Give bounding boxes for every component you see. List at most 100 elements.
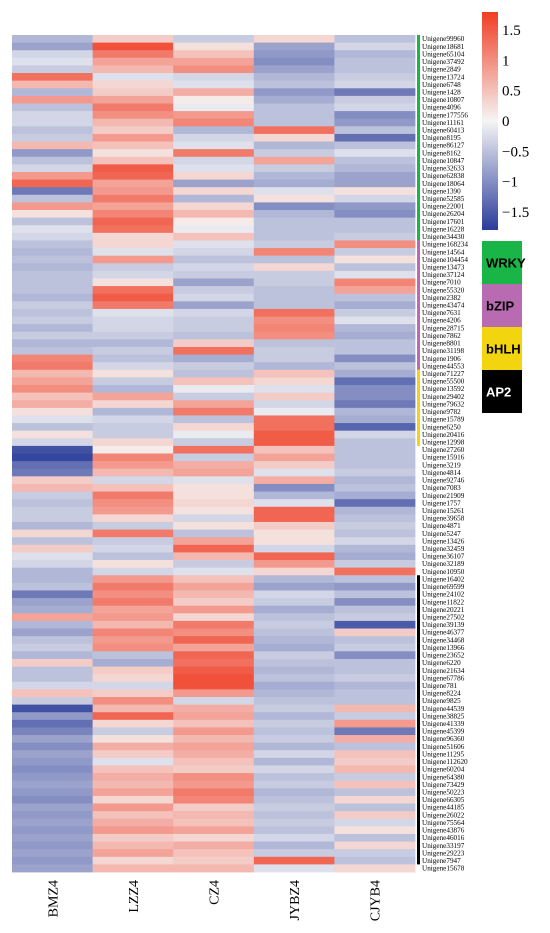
heatmap-cell bbox=[173, 346, 255, 355]
heatmap-cell bbox=[173, 750, 255, 759]
heatmap-cell bbox=[12, 696, 93, 705]
heatmap-cell bbox=[12, 780, 93, 789]
heatmap-cell bbox=[173, 141, 255, 150]
heatmap-cell bbox=[92, 149, 174, 158]
row-label: Unigene39139 bbox=[422, 621, 465, 629]
heatmap-cell bbox=[173, 286, 255, 295]
heatmap-cell bbox=[173, 385, 255, 394]
heatmap-cell bbox=[334, 636, 416, 645]
heatmap-cell bbox=[253, 430, 335, 439]
row-label: Unigene23652 bbox=[422, 652, 465, 660]
family-color-bars bbox=[417, 35, 420, 865]
row-label: Unigene46377 bbox=[422, 629, 465, 637]
heatmap-cell bbox=[253, 301, 335, 310]
heatmap-cell bbox=[92, 445, 174, 454]
heatmap-cell bbox=[334, 628, 416, 637]
heatmap-cell bbox=[92, 35, 174, 44]
heatmap-cell bbox=[173, 811, 255, 820]
heatmap-cell bbox=[173, 293, 255, 302]
row-label: Unigene18064 bbox=[422, 180, 465, 188]
heatmap-cell bbox=[173, 666, 255, 675]
row-label: Unigene65104 bbox=[422, 50, 465, 58]
heatmap-cell bbox=[253, 385, 335, 394]
heatmap-cell bbox=[92, 757, 174, 766]
heatmap-cell bbox=[92, 126, 174, 135]
heatmap-cell bbox=[334, 757, 416, 766]
heatmap-cell bbox=[173, 57, 255, 66]
heatmap-cell bbox=[92, 118, 174, 127]
row-label: Unigene37124 bbox=[422, 271, 465, 279]
heatmap-cell bbox=[12, 461, 93, 470]
heatmap-cell bbox=[173, 316, 255, 325]
heatmap-cell bbox=[253, 179, 335, 188]
heatmap-cell bbox=[173, 651, 255, 660]
legend-label-wrky: WRKY bbox=[486, 256, 526, 271]
heatmap-cell bbox=[253, 491, 335, 500]
heatmap-cell bbox=[12, 73, 93, 82]
heatmap-cell bbox=[173, 727, 255, 736]
heatmap-cell bbox=[92, 537, 174, 546]
heatmap-cell bbox=[12, 719, 93, 728]
heatmap-cell bbox=[173, 636, 255, 645]
heatmap-cell bbox=[253, 346, 335, 355]
heatmap-cell bbox=[12, 864, 93, 873]
heatmap-cell bbox=[253, 133, 335, 142]
heatmap-cell bbox=[253, 240, 335, 249]
heatmap-cell bbox=[173, 369, 255, 378]
heatmap-cell bbox=[92, 651, 174, 660]
heatmap-cell bbox=[92, 42, 174, 51]
heatmap-cell bbox=[173, 537, 255, 546]
colorbar-gradient bbox=[482, 12, 498, 230]
heatmap-cell bbox=[334, 537, 416, 546]
row-label: Unigene15789 bbox=[422, 416, 465, 424]
heatmap-cell bbox=[173, 575, 255, 584]
heatmap-cell bbox=[253, 590, 335, 599]
heatmap-cell bbox=[253, 194, 335, 203]
row-label: Unigene4871 bbox=[422, 522, 461, 530]
heatmap-cell bbox=[173, 841, 255, 850]
heatmap-cell bbox=[334, 598, 416, 607]
heatmap-cell bbox=[253, 407, 335, 416]
heatmap-cell bbox=[173, 301, 255, 310]
row-label: Unigene71227 bbox=[422, 370, 465, 378]
heatmap-cell bbox=[253, 605, 335, 614]
heatmap-cell bbox=[92, 499, 174, 508]
heatmap-cell bbox=[12, 521, 93, 530]
heatmap-cell bbox=[12, 803, 93, 812]
heatmap-cell bbox=[12, 324, 93, 333]
heatmap-cell bbox=[12, 171, 93, 180]
heatmap-cell bbox=[173, 620, 255, 629]
heatmap-cell bbox=[334, 674, 416, 683]
heatmap-cell bbox=[173, 423, 255, 432]
heatmap-cell bbox=[253, 666, 335, 675]
heatmap-cell bbox=[334, 65, 416, 74]
heatmap-cell bbox=[92, 841, 174, 850]
row-label: Unigene21634 bbox=[422, 667, 465, 675]
heatmap-cell bbox=[173, 392, 255, 401]
heatmap-cell bbox=[92, 506, 174, 515]
heatmap-cell bbox=[92, 194, 174, 203]
heatmap-cell bbox=[253, 849, 335, 858]
row-label: Unigene41339 bbox=[422, 720, 465, 728]
heatmap-cell bbox=[12, 225, 93, 234]
column-label: CZ4 bbox=[208, 880, 223, 905]
heatmap-cell bbox=[173, 826, 255, 835]
heatmap-cell bbox=[253, 499, 335, 508]
heatmap-cell bbox=[92, 392, 174, 401]
heatmap-cell bbox=[92, 400, 174, 409]
heatmap-cell bbox=[334, 126, 416, 135]
heatmap-cell bbox=[334, 270, 416, 279]
heatmap-cell bbox=[92, 811, 174, 820]
heatmap-cell bbox=[253, 141, 335, 150]
heatmap-cell bbox=[334, 118, 416, 127]
heatmap-cell bbox=[92, 476, 174, 485]
heatmap-cell bbox=[173, 377, 255, 386]
heatmap-cell bbox=[253, 57, 335, 66]
heatmap-cell bbox=[334, 666, 416, 675]
row-label: Unigene52585 bbox=[422, 195, 465, 203]
row-label: Unigene6220 bbox=[422, 659, 461, 667]
heatmap-cell bbox=[173, 164, 255, 173]
heatmap-cell bbox=[173, 544, 255, 553]
heatmap-cell bbox=[12, 773, 93, 782]
heatmap-cell bbox=[253, 613, 335, 622]
